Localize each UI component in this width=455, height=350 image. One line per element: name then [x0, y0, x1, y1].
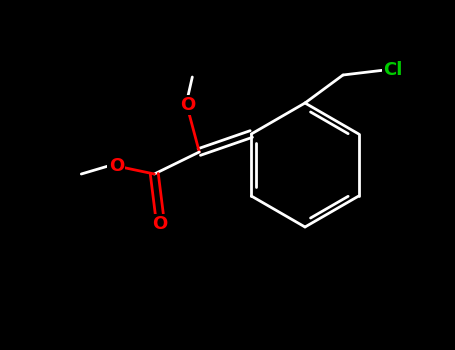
Text: O: O	[180, 96, 195, 114]
Text: O: O	[109, 157, 124, 175]
Text: Cl: Cl	[383, 61, 403, 79]
Text: O: O	[152, 215, 167, 233]
